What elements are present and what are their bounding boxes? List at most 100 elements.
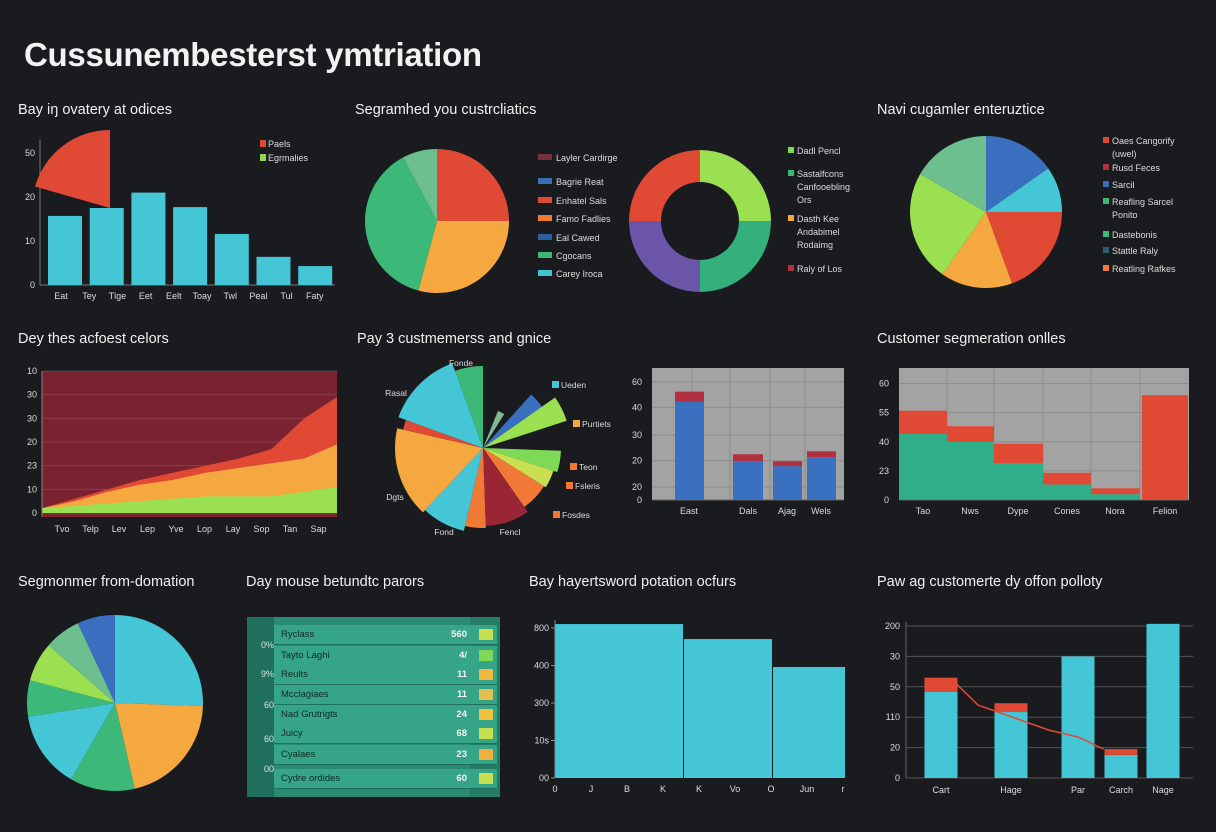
bar-segment-red xyxy=(1091,488,1140,495)
pie-slice xyxy=(483,448,554,488)
legend-label: Canfooebling xyxy=(797,182,850,192)
bar xyxy=(131,192,166,285)
bar-segment-red xyxy=(899,410,947,434)
x-tick-label: r xyxy=(842,784,845,794)
slice-label: Fonde xyxy=(449,358,473,368)
table-axis-label: 60 xyxy=(263,700,274,710)
bar xyxy=(214,233,249,285)
slice-label: Fond xyxy=(434,527,454,537)
pie-slice xyxy=(454,366,483,448)
trend-line xyxy=(954,682,1105,750)
legend-label: Ueden xyxy=(561,380,586,390)
table-row: Cyalaes 23 xyxy=(274,745,497,765)
y-tick-label: 800 xyxy=(534,623,549,633)
pie-slice xyxy=(71,703,135,792)
y-tick-label: 30 xyxy=(890,651,900,661)
y-tick-label: 200 xyxy=(885,621,900,631)
y-tick-label: 10 xyxy=(27,366,37,376)
chart-title-overview: Bay iŋ ovatery at odices xyxy=(18,102,172,118)
chart-title-segments: Segramhed you custrcliatics xyxy=(355,102,537,118)
pie-slice xyxy=(425,448,483,531)
bar xyxy=(89,208,124,285)
pie-slice xyxy=(483,394,542,448)
table-axis-label: 00 xyxy=(263,764,274,774)
legend-swatch xyxy=(260,154,266,161)
x-tick-label: Peal xyxy=(249,291,267,301)
bar xyxy=(256,256,291,285)
bar-segment-blue xyxy=(773,466,802,500)
row-swatch xyxy=(479,669,493,680)
x-tick-label: Lev xyxy=(112,524,127,534)
y-tick-label: 0 xyxy=(895,773,900,783)
pie-slice xyxy=(483,448,561,473)
legend-swatch xyxy=(1103,164,1109,170)
legend-swatch xyxy=(788,170,794,176)
legend-label: Sarcil xyxy=(1112,180,1135,190)
chart-title-domation: Segmonmer from-domation xyxy=(18,574,195,590)
legend-label: Paels xyxy=(268,139,291,149)
legend-label: Rodaimg xyxy=(797,240,833,250)
row-label: Nad Grutrigts xyxy=(281,709,338,720)
x-tick-label: Nage xyxy=(1152,785,1174,795)
y-tick-label: 400 xyxy=(534,661,549,671)
y-tick-label: 20 xyxy=(25,192,35,202)
x-tick-label: Nora xyxy=(1105,506,1125,516)
x-tick-label: Carch xyxy=(1109,785,1133,795)
legend-swatch xyxy=(538,178,552,184)
pie-slice xyxy=(27,680,116,717)
pie-slice xyxy=(115,703,203,789)
x-tick-label: Yve xyxy=(168,524,183,534)
legend-swatch xyxy=(1103,137,1109,143)
bar-segment-red xyxy=(924,677,958,692)
legend-swatch xyxy=(566,482,573,489)
row-swatch xyxy=(479,709,493,720)
legend-label: Fsleris xyxy=(575,481,600,491)
bar xyxy=(773,667,845,778)
bar xyxy=(555,624,683,778)
table-axis-label: 9% xyxy=(260,669,274,679)
x-tick-label: Wels xyxy=(811,506,831,516)
chart-title-exploded-pie: Pay 3 custmemerss and gnice xyxy=(357,331,552,347)
x-tick-label: B xyxy=(624,784,630,794)
bar-segment-red xyxy=(947,426,994,442)
y-tick-label: 50 xyxy=(25,148,35,158)
bar-segment-green xyxy=(1091,494,1140,500)
legend-label: Dastebonis xyxy=(1112,230,1158,240)
slice-label: Dgts xyxy=(386,492,403,502)
pie-slice xyxy=(483,397,567,448)
legend-label: Purtiets xyxy=(582,419,611,429)
table-row: Cydre ordides 60 xyxy=(274,769,497,789)
pie-slice xyxy=(77,615,115,703)
row-value: 23 xyxy=(456,749,467,760)
bar-segment-red xyxy=(1104,749,1138,755)
pie-slice xyxy=(48,623,115,703)
x-tick-label: Sop xyxy=(253,524,269,534)
bar-segment-red xyxy=(994,703,1028,713)
row-swatch xyxy=(479,629,493,640)
y-tick-label: 110 xyxy=(886,712,900,722)
x-tick-label: Tao xyxy=(916,506,931,516)
pie-slice xyxy=(700,150,771,221)
legend-swatch xyxy=(538,154,552,160)
bar xyxy=(298,266,333,285)
slice-label: Rasal xyxy=(385,388,407,398)
y-tick-label: 300 xyxy=(534,698,549,708)
legend-label: Teon xyxy=(579,462,598,472)
row-swatch xyxy=(479,773,493,784)
chart-title-cyan-bars: Bay hayertsword potation ocfurs xyxy=(529,574,737,590)
y-tick-label: 20 xyxy=(27,437,37,447)
row-label: Tayto Laghi xyxy=(281,650,330,661)
row-swatch xyxy=(479,689,493,700)
y-tick-label: 50 xyxy=(890,682,900,692)
bar-segment-green xyxy=(947,441,994,500)
y-tick-label: 0 xyxy=(884,495,889,505)
legend-label: Reatling Rafkes xyxy=(1112,264,1176,274)
legend-swatch xyxy=(552,381,559,388)
legend-label: Reafling Sarcel xyxy=(1112,197,1173,207)
legend-swatch xyxy=(260,140,266,147)
bar-segment-green xyxy=(994,463,1043,500)
bar-segment-blue xyxy=(733,461,763,500)
chart-title-area: Dey thes acfoest celors xyxy=(18,331,169,347)
y-tick-label: 10 xyxy=(27,484,37,494)
y-tick-label: 0 xyxy=(32,508,37,518)
